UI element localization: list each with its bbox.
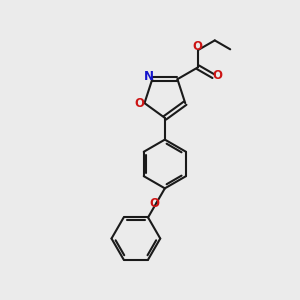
Text: O: O: [149, 197, 159, 211]
Text: N: N: [144, 70, 154, 83]
Text: O: O: [192, 40, 203, 53]
Text: O: O: [212, 69, 222, 82]
Text: O: O: [134, 97, 144, 110]
